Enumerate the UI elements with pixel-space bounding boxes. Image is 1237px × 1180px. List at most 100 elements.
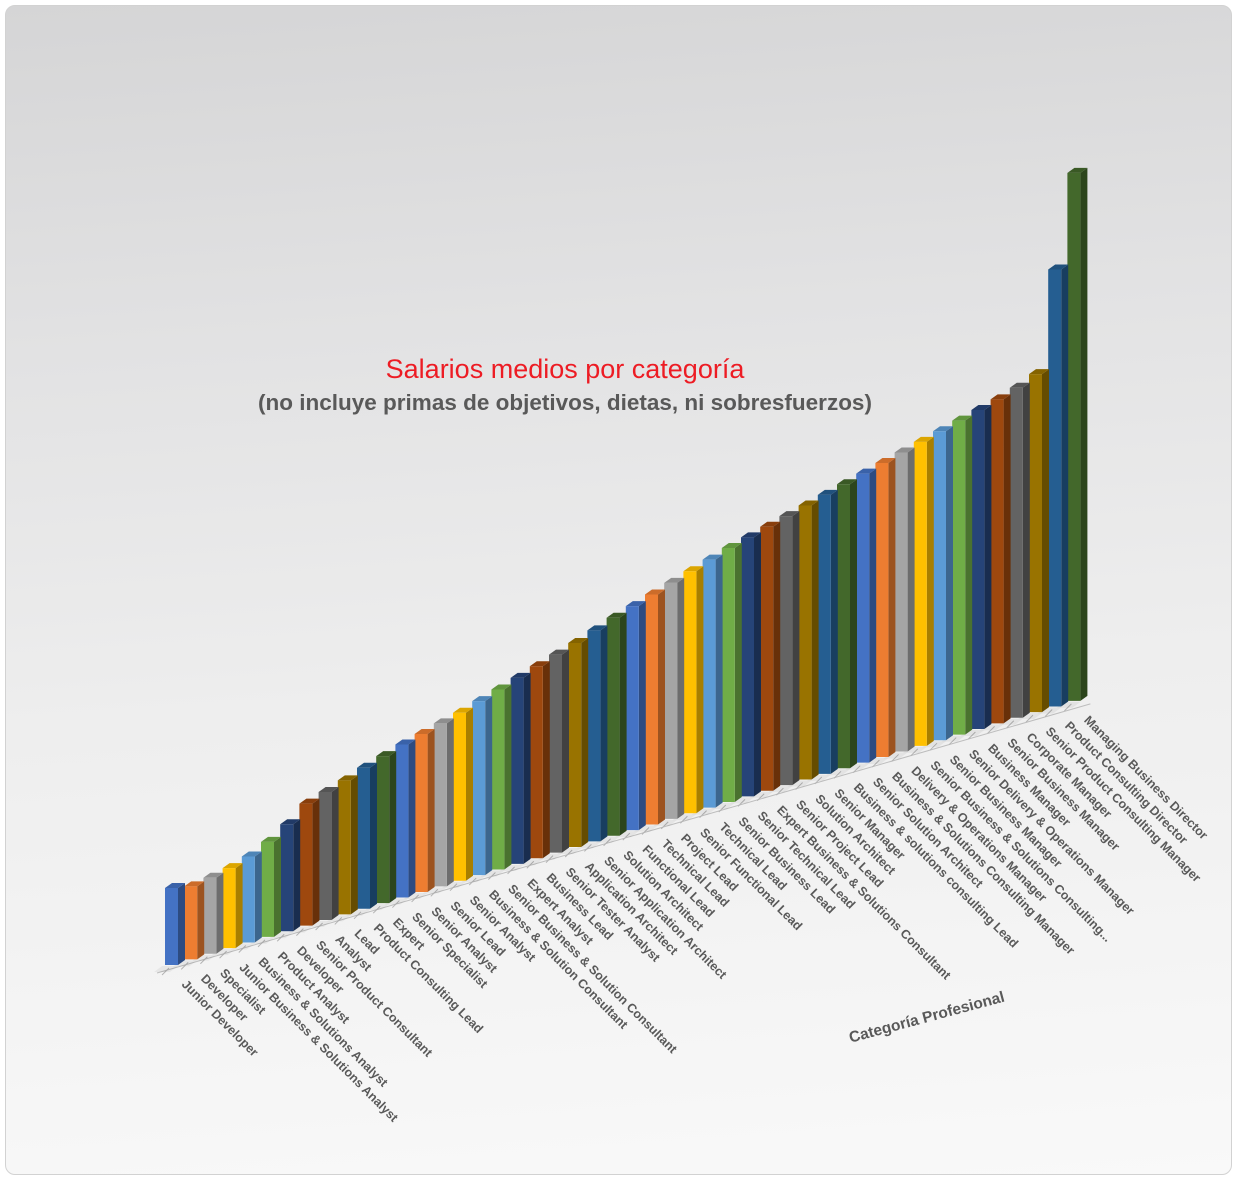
bar-side-face bbox=[350, 775, 358, 915]
bar-side-face bbox=[1042, 369, 1049, 713]
bar-side-face bbox=[715, 554, 723, 808]
axis-tick bbox=[584, 844, 592, 852]
bar-side-face bbox=[830, 489, 838, 774]
bar bbox=[1067, 172, 1081, 701]
bar-side-face bbox=[466, 707, 473, 881]
bar-side-face bbox=[370, 762, 377, 909]
bar-side-face bbox=[1061, 264, 1069, 707]
axis-tick bbox=[776, 787, 784, 796]
bar-side-face bbox=[197, 881, 205, 960]
bar bbox=[971, 409, 985, 729]
bar-side-face bbox=[216, 872, 224, 954]
bar bbox=[568, 642, 582, 847]
bar-top-face bbox=[894, 447, 915, 453]
axis-tick bbox=[641, 827, 650, 835]
bar bbox=[1009, 387, 1023, 718]
axis-tick bbox=[315, 922, 323, 931]
bar bbox=[472, 701, 486, 876]
bar bbox=[798, 505, 812, 780]
bar-side-face bbox=[888, 458, 896, 758]
axis-tick bbox=[1025, 714, 1034, 723]
bar-side-face bbox=[696, 566, 704, 814]
axis-tick bbox=[872, 759, 880, 768]
bar-top-face bbox=[414, 728, 435, 734]
bar-side-face bbox=[677, 577, 685, 819]
bar-side-face bbox=[581, 637, 589, 847]
axis-tick bbox=[180, 962, 189, 970]
bar-top-face bbox=[1067, 167, 1088, 173]
bar-top-face bbox=[875, 458, 896, 464]
bar-side-face bbox=[504, 684, 512, 870]
bar-top-face bbox=[606, 612, 627, 618]
bar bbox=[241, 856, 255, 943]
bar bbox=[453, 712, 466, 881]
bar bbox=[837, 484, 850, 769]
axis-tick bbox=[449, 883, 458, 892]
bar-top-face bbox=[165, 883, 185, 888]
axis-tick bbox=[660, 821, 669, 830]
bar-top-face bbox=[357, 762, 377, 768]
bar bbox=[299, 803, 313, 926]
bar-top-face bbox=[491, 684, 512, 690]
bar bbox=[933, 431, 946, 741]
axis-tick bbox=[430, 888, 439, 897]
axis-tick bbox=[488, 872, 496, 880]
bar bbox=[741, 537, 754, 797]
bar-top-face bbox=[472, 696, 493, 702]
bar-top-face bbox=[337, 775, 358, 781]
bar-side-face bbox=[850, 479, 857, 769]
bar-top-face bbox=[837, 479, 857, 485]
bar bbox=[280, 824, 294, 932]
axis-tick bbox=[622, 832, 631, 841]
bar bbox=[683, 571, 697, 814]
bar-side-face bbox=[869, 468, 877, 763]
bar-side-face bbox=[1080, 167, 1088, 701]
axis-tick bbox=[372, 905, 381, 914]
bar-top-face bbox=[625, 601, 646, 607]
bar-top-face bbox=[184, 881, 205, 887]
axis-tick bbox=[699, 810, 707, 818]
bar bbox=[760, 526, 774, 791]
bar-top-face bbox=[664, 577, 685, 583]
bar bbox=[779, 516, 793, 786]
bar-side-face bbox=[946, 426, 953, 741]
bar bbox=[318, 792, 332, 921]
bar-side-face bbox=[293, 819, 301, 932]
bar-top-face bbox=[1048, 264, 1069, 270]
bar-top-face bbox=[741, 532, 761, 538]
axis-tick bbox=[987, 725, 995, 734]
bar-top-face bbox=[990, 394, 1011, 400]
bar-top-face bbox=[376, 751, 397, 757]
bar-top-face bbox=[203, 872, 224, 878]
bar-side-face bbox=[178, 883, 185, 965]
bar-top-face bbox=[1029, 369, 1049, 375]
bar bbox=[587, 630, 601, 842]
bar-side-face bbox=[907, 447, 915, 752]
bar-top-face bbox=[971, 404, 992, 410]
bar bbox=[990, 399, 1004, 724]
axis-tick bbox=[718, 804, 727, 813]
bar-side-face bbox=[389, 751, 397, 904]
bar-side-face bbox=[811, 500, 819, 780]
bar bbox=[357, 767, 370, 909]
bar-top-face bbox=[1009, 382, 1030, 388]
bar bbox=[952, 420, 966, 735]
bar-top-face bbox=[798, 500, 819, 506]
bar bbox=[222, 868, 236, 949]
bar bbox=[913, 441, 927, 746]
bar-top-face bbox=[433, 718, 454, 724]
bar-side-face bbox=[427, 728, 435, 892]
bar-side-face bbox=[485, 696, 493, 876]
bar-side-face bbox=[638, 601, 646, 831]
bar bbox=[376, 756, 390, 904]
axis-tick bbox=[545, 855, 554, 863]
bar-top-face bbox=[952, 415, 973, 421]
bar-side-face bbox=[331, 787, 339, 921]
axis-tick bbox=[737, 799, 746, 807]
axis-tick bbox=[276, 933, 285, 942]
category-axis-line bbox=[156, 703, 1091, 974]
bar-top-face bbox=[817, 489, 838, 495]
axis-tick bbox=[353, 911, 362, 920]
axis-tick bbox=[833, 770, 842, 779]
bar-side-face bbox=[658, 589, 665, 825]
